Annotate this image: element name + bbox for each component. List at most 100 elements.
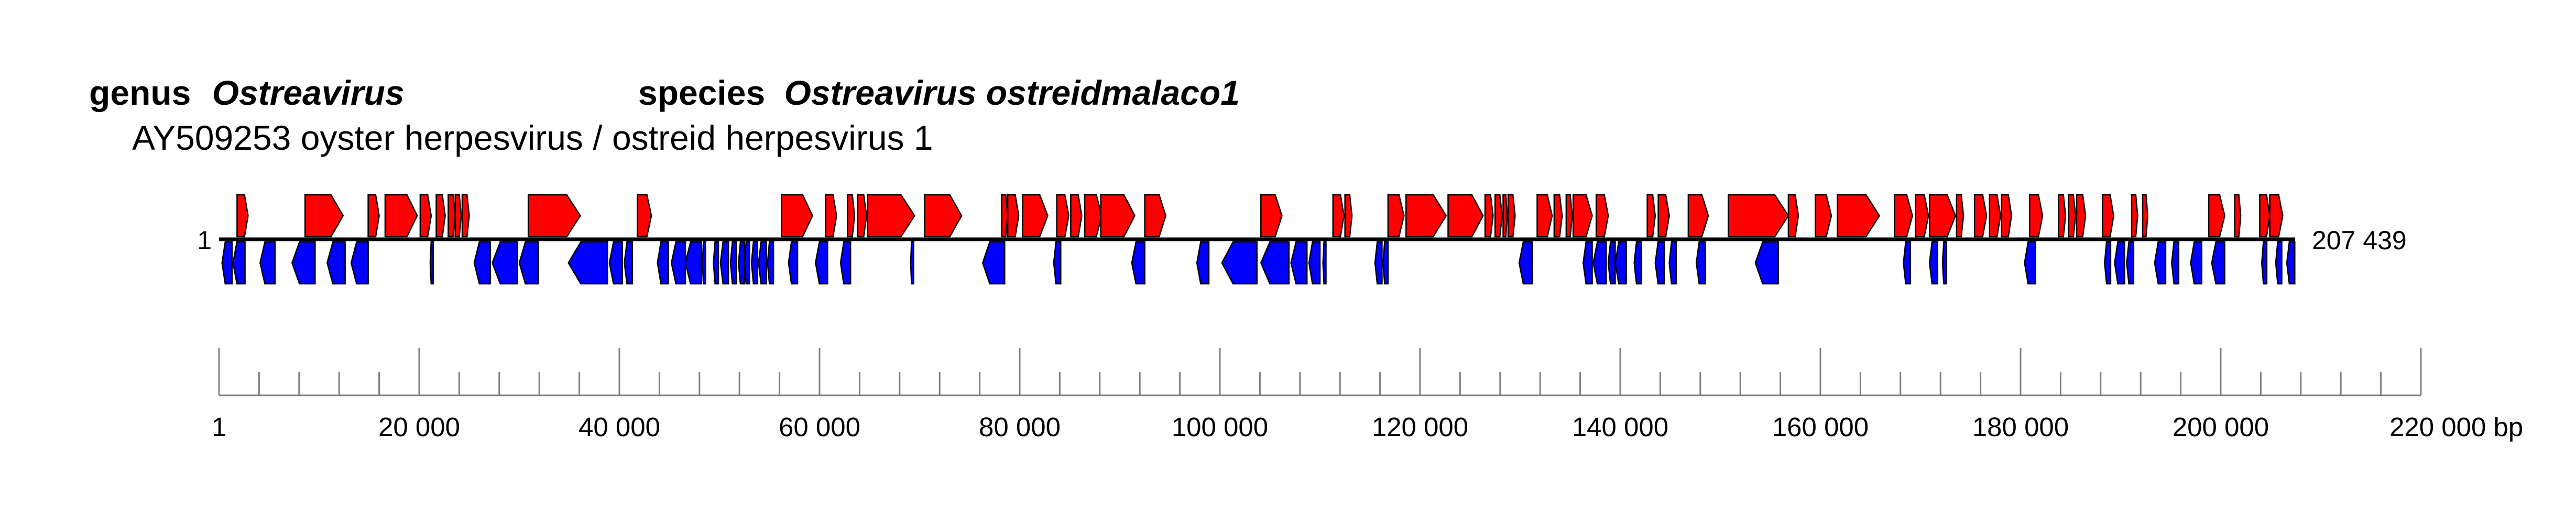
reverse-gene-arrow (1592, 241, 1607, 285)
forward-gene-arrow (1387, 194, 1405, 238)
reverse-gene-arrow (2154, 241, 2167, 285)
forward-gene-arrow (1507, 194, 1516, 238)
reverse-gene-arrow (1374, 241, 1383, 285)
forward-gene-arrow (1405, 194, 1447, 238)
genus-title: genus Ostreavirus (89, 73, 405, 112)
reverse-gene-arrow (2104, 241, 2112, 285)
reverse-gene-arrow (767, 241, 774, 285)
species-title: species Ostreavirus ostreidmalaco1 (638, 73, 1240, 112)
axis-tick-label: 60 000 (779, 412, 860, 442)
reverse-gene-arrow (2126, 241, 2135, 285)
reverse-gene-arrow (738, 241, 745, 285)
reverse-gene-arrow (744, 241, 750, 285)
forward-gene-arrow (304, 194, 344, 238)
reverse-gene-arrow (1633, 241, 1642, 285)
forward-gene-arrow (1787, 194, 1799, 238)
forward-gene-arrow (2068, 194, 2077, 238)
reverse-gene-arrow (291, 241, 316, 285)
forward-gene-arrow (1928, 194, 1957, 238)
reverse-gene-arrow (1614, 241, 1627, 285)
forward-gene-arrow (847, 194, 856, 238)
axis-tick-label: 200 000 (2173, 412, 2269, 442)
reverse-gene-arrow (1518, 241, 1533, 285)
reverse-gene-arrow (657, 241, 669, 285)
reverse-gene-arrow (702, 241, 706, 285)
forward-gene-arrow (867, 194, 915, 238)
forward-gene-arrow (1536, 194, 1553, 238)
forward-gene-arrow (1894, 194, 1913, 238)
forward-gene-arrow (1553, 194, 1563, 238)
forward-gene-arrow (527, 194, 581, 238)
reverse-gene-arrow (2211, 241, 2225, 285)
forward-gene-arrow (1837, 194, 1881, 238)
reverse-gene-arrow (567, 241, 608, 285)
axis-tick-label: 20 000 (378, 412, 460, 442)
reverse-gene-arrow (1290, 241, 1308, 285)
reverse-gene-arrow (1903, 241, 1912, 285)
forward-gene-arrow (2102, 194, 2114, 238)
forward-gene-arrow (1056, 194, 1069, 238)
forward-gene-arrow (1070, 194, 1083, 238)
forward-gene-arrow (1973, 194, 1988, 238)
genome-start-label: 1 (197, 226, 212, 255)
reverse-gene-arrow (910, 241, 914, 285)
forward-gene-arrow (384, 194, 418, 238)
forward-gene-arrow (1022, 194, 1049, 238)
forward-gene-arrow (1595, 194, 1609, 238)
axis-tick-label: 160 000 (1772, 412, 1869, 442)
forward-strand-genes (236, 194, 2284, 238)
forward-gene-arrow (1687, 194, 1709, 238)
reverse-gene-arrow (1260, 241, 1290, 285)
axis-tick-label: 120 000 (1372, 412, 1468, 442)
reverse-gene-arrow (1607, 241, 1616, 285)
reverse-gene-arrow (729, 241, 737, 285)
reverse-gene-arrow (2114, 241, 2125, 285)
reverse-gene-arrow (758, 241, 768, 285)
reverse-gene-arrow (624, 241, 634, 285)
reverse-gene-arrow (1582, 241, 1593, 285)
forward-gene-arrow (1332, 194, 1345, 238)
reverse-gene-arrow (684, 241, 702, 285)
axis-tick-label: 180 000 (1972, 412, 2069, 442)
forward-gene-arrow (2058, 194, 2067, 238)
reverse-gene-arrow (1131, 241, 1145, 285)
genus-prefix: genus (89, 73, 191, 112)
forward-gene-arrow (1657, 194, 1670, 238)
reverse-gene-arrow (2261, 241, 2268, 285)
forward-gene-arrow (435, 194, 446, 238)
forward-gene-arrow (1007, 194, 1020, 238)
reverse-gene-arrow (815, 241, 828, 285)
reverse-strand-genes (221, 241, 2296, 285)
reverse-gene-arrow (350, 241, 369, 285)
forward-gene-arrow (2269, 194, 2284, 238)
reverse-gene-arrow (429, 241, 434, 285)
reverse-gene-arrow (839, 241, 852, 285)
reverse-gene-arrow (788, 241, 799, 285)
reverse-gene-arrow (1668, 241, 1677, 285)
reverse-gene-arrow (1196, 241, 1210, 285)
reverse-gene-arrow (2275, 241, 2283, 285)
forward-gene-arrow (1989, 194, 2002, 238)
forward-gene-arrow (2208, 194, 2225, 238)
forward-gene-arrow (1144, 194, 1167, 238)
reverse-gene-arrow (326, 241, 346, 285)
forward-gene-arrow (2001, 194, 2013, 238)
forward-gene-arrow (454, 194, 462, 238)
forward-gene-arrow (924, 194, 963, 238)
forward-gene-arrow (1572, 194, 1593, 238)
forward-gene-arrow (2259, 194, 2271, 238)
scale-axis (218, 348, 2422, 396)
reverse-gene-arrow (981, 241, 1006, 285)
forward-gene-arrow (2131, 194, 2138, 238)
axis-tick-label: 140 000 (1572, 412, 1668, 442)
reverse-gene-arrow (1754, 241, 1780, 285)
axis-tick-label: 80 000 (979, 412, 1061, 442)
forward-gene-arrow (2142, 194, 2148, 238)
species-prefix: species (638, 73, 765, 112)
forward-gene-arrow (1001, 194, 1009, 238)
forward-gene-arrow (1344, 194, 1353, 238)
reverse-gene-arrow (518, 241, 539, 285)
forward-gene-arrow (419, 194, 432, 238)
reverse-gene-arrow (259, 241, 276, 285)
